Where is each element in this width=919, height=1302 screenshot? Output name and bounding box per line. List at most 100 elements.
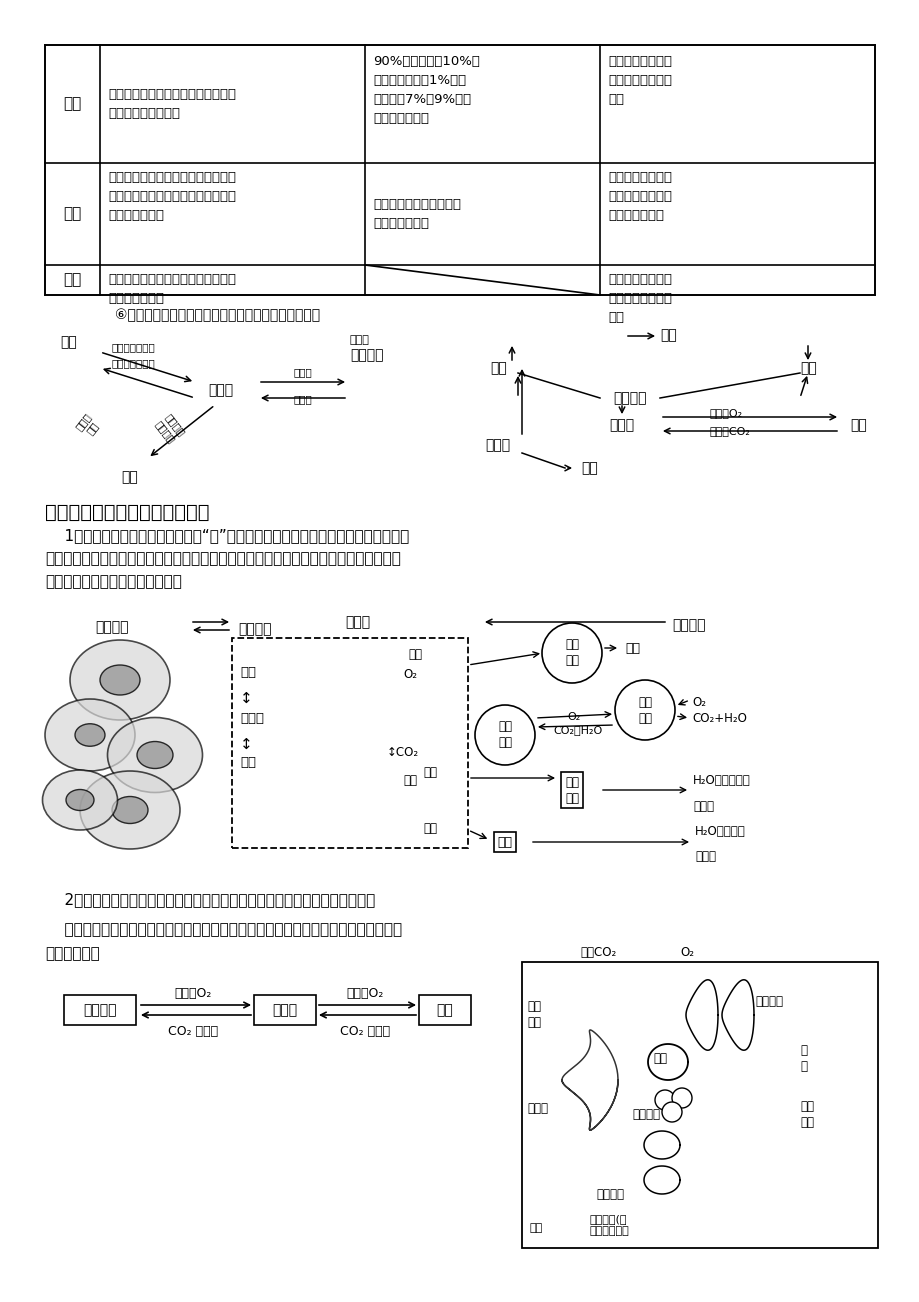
Text: 成分: 成分: [63, 96, 82, 112]
Text: 养料、O₂: 养料、O₂: [709, 408, 743, 418]
Text: 细胞内液: 细胞内液: [349, 348, 383, 362]
Text: CO₂、H₂O: CO₂、H₂O: [552, 725, 602, 736]
Circle shape: [614, 680, 675, 740]
Text: 淡巴: 淡巴: [240, 755, 255, 768]
Text: ↕: ↕: [240, 737, 253, 751]
Text: H₂O、无机盐、: H₂O、无机盐、: [692, 773, 750, 786]
Text: 细胞: 细胞: [437, 1003, 453, 1017]
Text: 组织液: 组织液: [208, 383, 233, 397]
Bar: [521, 962, 877, 1249]
Text: 粪便: 粪便: [529, 1223, 542, 1233]
Ellipse shape: [137, 742, 173, 768]
Bar: [45, 46, 874, 296]
Text: 心脏: 心脏: [659, 328, 676, 342]
Text: 呼吸系统: 呼吸系统: [754, 995, 782, 1008]
Text: 营养素: 营养素: [527, 1101, 548, 1115]
Text: 大部分能够被毛细血管的静脉端重新
吸收，进入血浆: 大部分能够被毛细血管的静脉端重新 吸收，进入血浆: [108, 273, 236, 305]
Ellipse shape: [66, 789, 94, 811]
Text: 废物: 废物: [423, 766, 437, 779]
Text: 消化
系统: 消化 系统: [527, 1000, 540, 1029]
Text: 组织液: 组织液: [240, 711, 264, 724]
Text: 泌尿
系统: 泌尿 系统: [564, 776, 578, 805]
Ellipse shape: [70, 641, 170, 720]
Text: 内环境: 内环境: [272, 1003, 297, 1017]
Text: 与血浆相近，但血
浆中含有较多的蛋
白质: 与血浆相近，但血 浆中含有较多的蛋 白质: [607, 55, 671, 105]
Text: 养料: 养料: [407, 648, 422, 661]
Text: 外界环境: 外界环境: [83, 1003, 117, 1017]
Text: 由肠道吸收的脂肪
绝大部分是经过淡
巴而进入血液的: 由肠道吸收的脂肪 绝大部分是经过淡 巴而进入血液的: [607, 171, 671, 223]
Text: 营养、O₂: 营养、O₂: [346, 987, 383, 1000]
Bar: [232, 638, 468, 848]
Text: 淡巴: 淡巴: [581, 461, 597, 475]
Text: 细胞
外液: 细胞 外液: [800, 1100, 813, 1130]
Text: 1、细胞外液即内环境，内环境的“内”是相对于外界环境而言的。高等动物细胞与内: 1、细胞外液即内环境，内环境的“内”是相对于外界环境而言的。高等动物细胞与内: [45, 529, 409, 543]
Text: 交换如下图：: 交换如下图：: [45, 947, 99, 961]
Text: 消化
系统: 消化 系统: [564, 638, 578, 668]
Text: ⑥组织液、血浆、淡巴与细胞内液四者之间的形成关系: ⑥组织液、血浆、淡巴与细胞内液四者之间的形成关系: [115, 309, 320, 322]
Text: 细
胞: 细 胞: [800, 1043, 806, 1073]
Text: O₂: O₂: [567, 712, 580, 723]
Text: 与血浆相近，最主要的差别在于血浆
中含有较多的蛋白质: 与血浆相近，最主要的差别在于血浆 中含有较多的蛋白质: [108, 89, 236, 120]
Text: ↕: ↕: [240, 690, 253, 706]
Text: 细胞肤: 细胞肤: [349, 335, 369, 345]
Text: 动脉: 动脉: [800, 361, 816, 375]
Text: 血细胞直接生活的环境，
运送营养和废物: 血细胞直接生活的环境， 运送营养和废物: [372, 198, 460, 230]
Text: 皮肤: 皮肤: [497, 836, 512, 849]
Circle shape: [654, 1090, 675, 1111]
Text: 细胞外液: 细胞外液: [238, 622, 271, 635]
Text: 无机盐: 无机盐: [694, 850, 715, 863]
Text: 呼吸
系统: 呼吸 系统: [637, 695, 652, 724]
Text: 90%为水，其何10%分
别是：无机盐（1%），
蛋白质（7%～9%），
血液运送的物质: 90%为水，其何10%分 别是：无机盐（1%）， 蛋白质（7%～9%）， 血液运…: [372, 55, 480, 125]
Text: 食物: 食物: [624, 642, 640, 655]
Text: CO₂+H₂O: CO₂+H₂O: [691, 711, 746, 724]
Text: 排泄系统: 排泄系统: [596, 1187, 623, 1200]
Ellipse shape: [100, 665, 140, 695]
Text: 循环
系统: 循环 系统: [497, 720, 512, 750]
Text: 毛细血管静脉端: 毛细血管静脉端: [112, 358, 155, 368]
Text: 经淡巴循环由左右
锁骨下静脉汇入血
浆中: 经淡巴循环由左右 锁骨下静脉汇入血 浆中: [607, 273, 671, 324]
Text: 内环境是细胞与外环境进行物质交换的媒介多细胞动物的细胞与外部环境之间的物质: 内环境是细胞与外环境进行物质交换的媒介多细胞动物的细胞与外部环境之间的物质: [45, 922, 402, 937]
Text: 毛细血管动脉端: 毛细血管动脉端: [112, 342, 155, 352]
Text: 作用: 作用: [63, 207, 82, 221]
Text: O₂: O₂: [691, 697, 705, 710]
Text: 循环系统: 循环系统: [631, 1108, 659, 1121]
Text: 三、细胞外液与外界环境的关系: 三、细胞外液与外界环境的关系: [45, 503, 210, 522]
Text: 淡巴: 淡巴: [121, 470, 138, 484]
Text: 环境进行物质交换，同呼吸系统、消化系统、循环系统、泌尿系统与体内细胞物质交换有: 环境进行物质交换，同呼吸系统、消化系统、循环系统、泌尿系统与体内细胞物质交换有: [45, 551, 401, 566]
Text: 毛细血管: 毛细血管: [613, 391, 646, 405]
Text: 外界环境: 外界环境: [671, 618, 705, 631]
Circle shape: [541, 622, 601, 684]
Ellipse shape: [108, 717, 202, 793]
Text: 废物: 废物: [403, 773, 416, 786]
Text: 绝大多数细胞直接生活的环境；为组
织细胞提供营养物质，细胞的代谢产
物也进入组织液: 绝大多数细胞直接生活的环境；为组 织细胞提供营养物质，细胞的代谢产 物也进入组织…: [108, 171, 236, 223]
Text: 废物: 废物: [423, 822, 437, 835]
Text: CO₂ 等废物: CO₂ 等废物: [168, 1025, 218, 1038]
Ellipse shape: [75, 724, 105, 746]
Circle shape: [671, 1088, 691, 1108]
Bar: [64, 995, 136, 1025]
Text: O₂: O₂: [403, 668, 416, 681]
Text: 细胞膜: 细胞膜: [293, 395, 312, 404]
Text: 营养、O₂: 营养、O₂: [174, 987, 211, 1000]
Text: 液体废物(尿
素、尿酸等）: 液体废物(尿 素、尿酸等）: [589, 1213, 630, 1236]
Circle shape: [662, 1101, 681, 1122]
Ellipse shape: [112, 797, 148, 823]
Bar: [418, 995, 471, 1025]
Text: CO₂ 等废物: CO₂ 等废物: [339, 1025, 390, 1038]
Text: 组织液: 组织液: [608, 418, 634, 432]
Text: 废物、CO₂: 废物、CO₂: [709, 426, 750, 436]
Text: 细胞膜: 细胞膜: [293, 367, 312, 378]
Text: 淡巴毛细
血管吸收: 淡巴毛细 血管吸收: [153, 411, 186, 444]
Text: 回流: 回流: [63, 272, 82, 288]
Bar: [254, 995, 315, 1025]
Text: 内环境: 内环境: [345, 615, 370, 629]
Text: 尿素等: 尿素等: [692, 799, 713, 812]
Text: 十分密切的联系。具体情况如下：: 十分密切的联系。具体情况如下：: [45, 574, 182, 589]
Text: 静脉: 静脉: [490, 361, 506, 375]
Text: 2、人的呼吸道、肺泡腔、消化道、尿道与外界相通，属于人体的外界环境。: 2、人的呼吸道、肺泡腔、消化道、尿道与外界相通，属于人体的外界环境。: [45, 892, 375, 907]
Text: 血浆: 血浆: [240, 665, 255, 678]
Ellipse shape: [42, 769, 118, 829]
Text: 渗透于
滤过: 渗透于 滤过: [74, 411, 102, 439]
Text: O₂: O₂: [679, 947, 693, 960]
Ellipse shape: [80, 771, 180, 849]
